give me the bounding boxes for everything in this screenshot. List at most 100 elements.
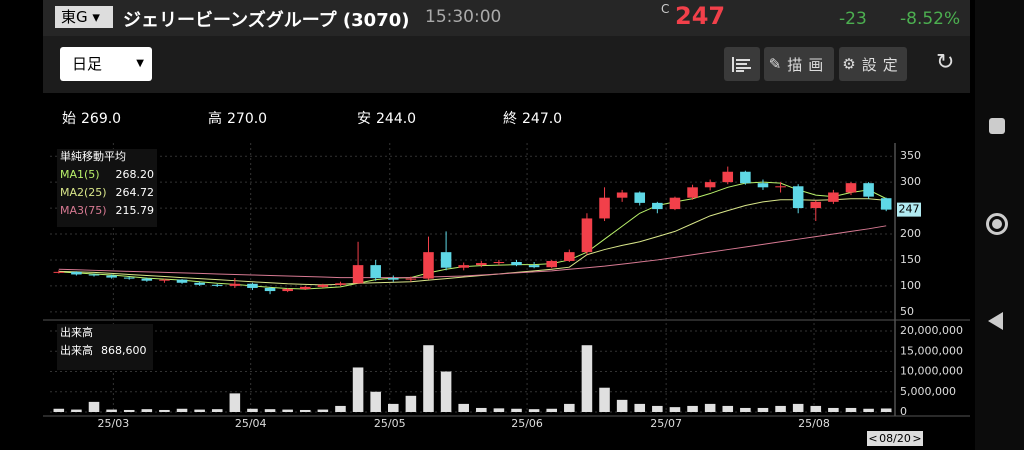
- last-price-label: 247: [899, 203, 920, 216]
- volume-bar: [335, 405, 346, 412]
- recents-button[interactable]: [989, 118, 1005, 134]
- legend-value: 264.72: [116, 186, 155, 199]
- last-price-tag: [897, 202, 921, 217]
- x-tick-label: 25/03: [98, 417, 130, 430]
- candle-body: [757, 183, 769, 188]
- legend-name: 出来高: [60, 343, 93, 357]
- candle-body: [264, 287, 276, 292]
- volume-tick-label: 5,000,000: [900, 385, 956, 398]
- volume-bar: [616, 399, 628, 412]
- candle-body: [53, 271, 65, 273]
- candle-body: [247, 283, 258, 288]
- volume-bar: [740, 407, 751, 412]
- volume-bar: [476, 407, 487, 412]
- candle-body: [159, 279, 170, 281]
- date-arrow: <: [868, 432, 877, 445]
- x-tick-label: 25/08: [798, 417, 830, 430]
- candle-body: [581, 218, 593, 253]
- candle-body: [863, 183, 874, 197]
- candle-body: [528, 265, 540, 268]
- ma-legend: 単純移動平均 MA1(5) 268.20 MA2(25) 264.72 MA3(75) 21…: [57, 149, 157, 227]
- period-select[interactable]: 日足 ▼: [60, 47, 152, 81]
- ohlc-item: 始 269.0: [62, 108, 121, 128]
- volume-bar: [669, 407, 681, 412]
- time: 15:30:00: [425, 7, 502, 27]
- ohlc-item: 終 247.0: [503, 108, 562, 128]
- ohlc-label: 安: [357, 111, 371, 127]
- back-button[interactable]: [987, 311, 1005, 331]
- legend-value: 215.79: [116, 204, 155, 217]
- volume-tick-label: 10,000,000: [900, 365, 963, 378]
- candle-body: [423, 252, 434, 279]
- y-tick-label: 350: [900, 149, 921, 162]
- volume-bar: [599, 387, 610, 412]
- legend-value: 868,600: [101, 344, 147, 357]
- x-tick-label: 25/06: [511, 417, 543, 430]
- header: 東G ▾ ジェリービーンズグループ (3070) 15:30:00 C 247 …: [43, 0, 970, 36]
- volume-bar: [458, 403, 469, 412]
- volume-tick-label: 15,000,000: [900, 344, 963, 357]
- candle-body: [511, 262, 522, 266]
- candle-body: [317, 284, 329, 287]
- volume-bar: [828, 407, 839, 412]
- volume-bar: [493, 408, 505, 412]
- volume-bar: [370, 391, 381, 412]
- volume-tick-label: 20,000,000: [900, 324, 963, 337]
- ohlc-value: 244.0: [376, 111, 417, 127]
- candle-body: [282, 288, 293, 292]
- ohlc-value: 270.0: [227, 111, 268, 127]
- ohlc-item: 安 244.0: [357, 108, 416, 128]
- volume-bar: [880, 408, 892, 412]
- volume-bar: [53, 408, 65, 412]
- volume-bar: [194, 409, 205, 412]
- list-button[interactable]: [724, 47, 760, 81]
- candle-body: [123, 277, 135, 279]
- candle-body: [634, 192, 646, 203]
- candle-body: [652, 202, 663, 210]
- candle-body: [704, 182, 716, 188]
- volume-bar: [123, 409, 135, 412]
- home-button[interactable]: [986, 213, 1008, 235]
- cursor-date: 08/20: [879, 432, 911, 445]
- settings-button[interactable]: ⚙ 設定: [839, 47, 907, 81]
- candle-body: [740, 171, 751, 184]
- toolbar: 日足 ▼ ✎ 描画 ⚙ 設定 ↻: [43, 36, 970, 93]
- candle-body: [810, 201, 822, 209]
- volume-bar: [176, 408, 188, 412]
- candle-body: [845, 183, 857, 193]
- candle-body: [405, 278, 417, 280]
- draw-button[interactable]: ✎ 描画: [764, 47, 834, 81]
- ohlc-value: 269.0: [81, 111, 122, 127]
- volume-bar: [106, 409, 117, 412]
- x-tick-label: 25/05: [374, 417, 406, 430]
- legend-box: [57, 149, 157, 227]
- date-arrow: >: [912, 432, 921, 445]
- ma-line: [58, 198, 887, 286]
- volume-bar: [845, 407, 857, 412]
- candle-body: [616, 192, 628, 198]
- candle-body: [388, 278, 399, 280]
- volume-bar: [229, 393, 241, 412]
- volume-bar: [792, 403, 804, 412]
- market-select[interactable]: 東G ▾: [55, 6, 113, 28]
- volume-bar: [511, 408, 522, 412]
- y-tick-label: 100: [900, 279, 921, 292]
- volume-bar: [757, 407, 769, 412]
- ohlc-value: 247.0: [522, 111, 563, 127]
- legend-name: MA3(75): [60, 204, 107, 217]
- refresh-button[interactable]: ↻: [936, 50, 955, 75]
- volume-bar: [388, 403, 399, 412]
- ohlc-label: 始: [62, 111, 76, 127]
- volume-bar: [88, 401, 100, 412]
- legend-name: MA1(5): [60, 168, 100, 181]
- candle-body: [476, 263, 487, 266]
- draw-label: 描画: [787, 55, 830, 74]
- y-tick-label: 50: [900, 305, 914, 318]
- volume-bar: [704, 403, 716, 412]
- volume-bar: [722, 405, 734, 412]
- ma-line: [58, 225, 887, 279]
- candle-body: [599, 197, 610, 219]
- volume-bar: [775, 405, 786, 412]
